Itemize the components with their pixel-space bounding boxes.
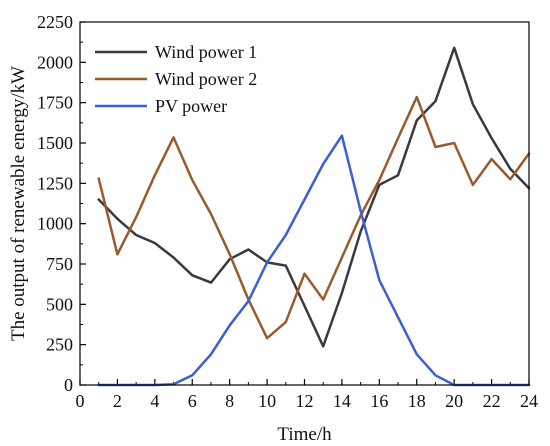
x-tick-label: 0 (76, 391, 85, 411)
x-tick-label: 12 (296, 391, 314, 411)
x-tick-label: 4 (150, 391, 159, 411)
y-tick-label: 2250 (37, 12, 73, 32)
x-tick-label: 22 (483, 391, 501, 411)
legend-label-pv-power: PV power (155, 96, 227, 116)
x-tick-label: 20 (445, 391, 463, 411)
legend-label-wind-power-1: Wind power 1 (155, 42, 257, 62)
y-axis-title: The output of renewable energy/kW (8, 66, 29, 341)
legend-label-wind-power-2: Wind power 2 (155, 69, 257, 89)
y-tick-label: 1500 (37, 133, 73, 153)
y-tick-label: 1250 (37, 173, 73, 193)
x-axis-title: Time/h (277, 424, 332, 445)
x-tick-label: 2 (113, 391, 122, 411)
plot-frame (79, 21, 530, 386)
x-tick-label: 8 (225, 391, 234, 411)
x-tick-label: 14 (333, 391, 351, 411)
series-line-wind-power-1 (97, 46, 531, 348)
y-tick-label: 2000 (37, 52, 73, 72)
y-tick-label: 500 (46, 294, 73, 314)
y-tick-label: 750 (46, 254, 73, 274)
series-line-pv-power (97, 134, 531, 387)
y-tick-label: 1750 (37, 93, 73, 113)
y-tick-label: 0 (64, 375, 73, 395)
x-tick-label: 6 (188, 391, 197, 411)
tick-labels: 0 2 4 6 8 10 12 14 16 18 20 22 240250500750100012501… (37, 12, 538, 411)
legend: Wind power 1 Wind power 2 PV power (95, 42, 257, 116)
x-tick-label: 16 (370, 391, 388, 411)
x-tick-label: 18 (408, 391, 426, 411)
x-tick-label: 10 (258, 391, 276, 411)
axis-ticks (79, 21, 530, 386)
x-tick-label: 24 (520, 391, 538, 411)
y-tick-label: 1000 (37, 214, 73, 234)
y-tick-label: 250 (46, 335, 73, 355)
series-line-wind-power-2 (97, 95, 531, 340)
